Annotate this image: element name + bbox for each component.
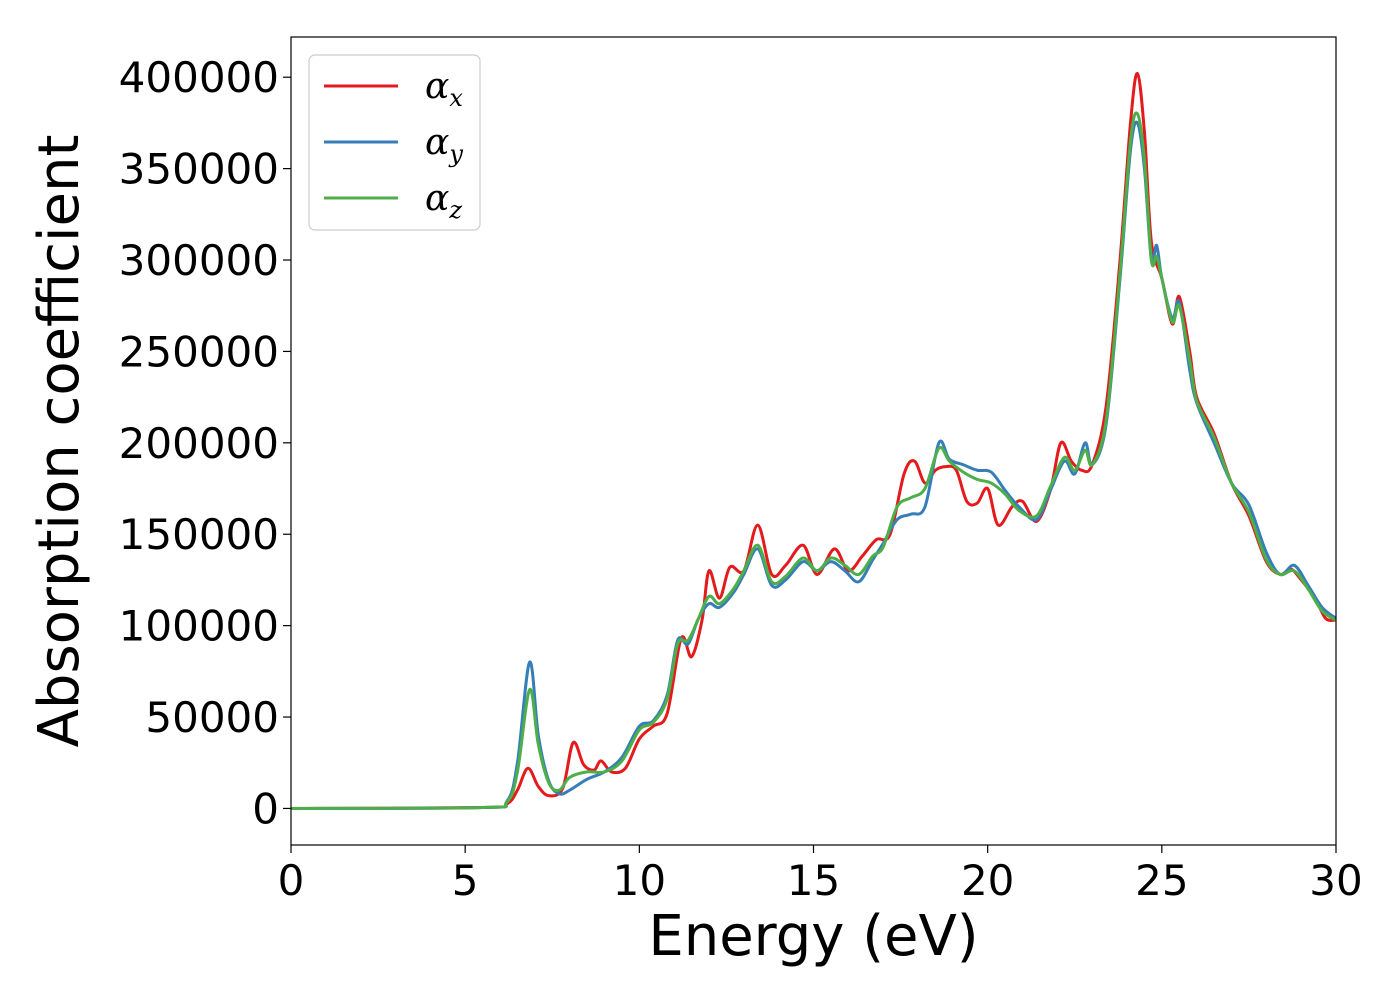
x-tick-label: 20 bbox=[961, 856, 1014, 905]
y-tick-label: 150000 bbox=[119, 510, 279, 559]
x-tick-label: 30 bbox=[1309, 856, 1362, 905]
y-tick-label: 250000 bbox=[119, 327, 279, 376]
y-axis-title: Absorption coefficient bbox=[27, 135, 92, 748]
y-tick-label: 200000 bbox=[119, 419, 279, 468]
y-tick-label: 400000 bbox=[119, 53, 279, 102]
y-tick-label: 100000 bbox=[119, 602, 279, 651]
legend: αx αy αz bbox=[308, 54, 481, 231]
series-lines bbox=[291, 72, 1336, 810]
y-tick-label: 50000 bbox=[145, 693, 279, 742]
x-axis-title: Energy (eV) bbox=[648, 904, 978, 969]
series-line-z bbox=[291, 111, 1336, 810]
legend-label-y: αy bbox=[425, 122, 463, 168]
x-tick-label: 10 bbox=[613, 856, 666, 905]
x-axis-ticks: 0 5 10 15 20 25 30 bbox=[278, 845, 1363, 905]
legend-label-z: αz bbox=[425, 178, 462, 224]
y-tick-label: 350000 bbox=[119, 145, 279, 194]
x-tick-label: 5 bbox=[452, 856, 479, 905]
x-tick-label: 25 bbox=[1135, 856, 1188, 905]
y-tick-label: 300000 bbox=[119, 236, 279, 285]
x-tick-label: 15 bbox=[787, 856, 840, 905]
legend-label-x: αx bbox=[425, 66, 463, 112]
y-axis-ticks: 0 50000 100000 150000 200000 250000 300000 3500… bbox=[119, 53, 291, 833]
x-tick-label: 0 bbox=[278, 856, 305, 905]
y-tick-label: 0 bbox=[252, 784, 279, 833]
